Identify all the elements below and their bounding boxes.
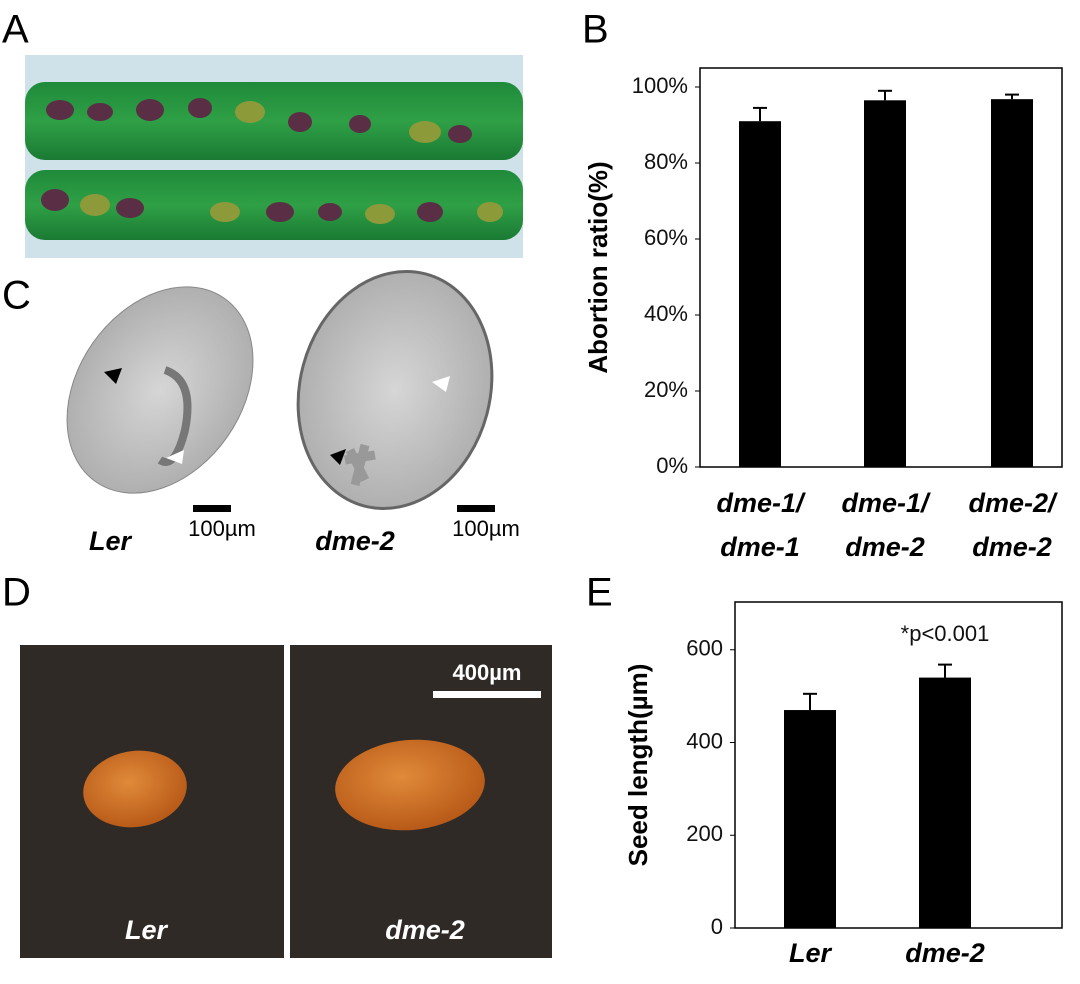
bar	[919, 677, 971, 928]
bar	[739, 121, 781, 467]
photo-d	[20, 645, 552, 958]
photo-a	[25, 55, 523, 258]
bar	[784, 710, 836, 928]
label: dme-2	[385, 915, 465, 945]
y-tick-label: 80%	[644, 149, 688, 174]
plot-frame	[734, 601, 1063, 929]
panel-label: E	[586, 571, 613, 615]
label: dme-2	[315, 526, 395, 556]
y-axis-label: Seed length(µm)	[623, 664, 653, 867]
y-tick-label: 0%	[656, 453, 688, 478]
x-tick-label: dme-1/	[716, 488, 806, 518]
y-tick-label: 600	[686, 636, 723, 661]
label: Ler	[89, 526, 133, 556]
scale-label: 100µm	[188, 516, 256, 541]
x-tick-label: Ler	[789, 938, 833, 968]
x-tick-label: dme-1/	[841, 488, 931, 518]
x-tick-label: dme-2	[905, 938, 985, 968]
y-tick-label: 200	[686, 821, 723, 846]
y-tick-label: 100%	[632, 73, 688, 98]
x-tick-label: dme-2	[845, 532, 925, 562]
x-tick-label: dme-2/	[968, 488, 1058, 518]
panel-label: D	[2, 571, 31, 615]
panel-label: B	[582, 8, 609, 52]
bar	[864, 100, 906, 468]
x-tick-label: dme-1	[720, 532, 800, 562]
annotation: *p<0.001	[901, 621, 990, 646]
bar	[991, 99, 1033, 467]
scale-label: 400µm	[453, 660, 522, 685]
y-axis-label: Abortion ratio(%)	[583, 161, 613, 373]
photo-c	[66, 270, 495, 512]
scale-label: 100µm	[452, 516, 520, 541]
label: Ler	[125, 915, 169, 945]
x-tick-label: dme-2	[972, 532, 1052, 562]
y-tick-label: 400	[686, 728, 723, 753]
y-tick-label: 0	[711, 914, 723, 939]
panel-label: C	[2, 274, 31, 318]
y-tick-label: 60%	[644, 225, 688, 250]
y-tick-label: 20%	[644, 377, 688, 402]
y-tick-label: 40%	[644, 301, 688, 326]
panel-label: A	[2, 8, 29, 52]
